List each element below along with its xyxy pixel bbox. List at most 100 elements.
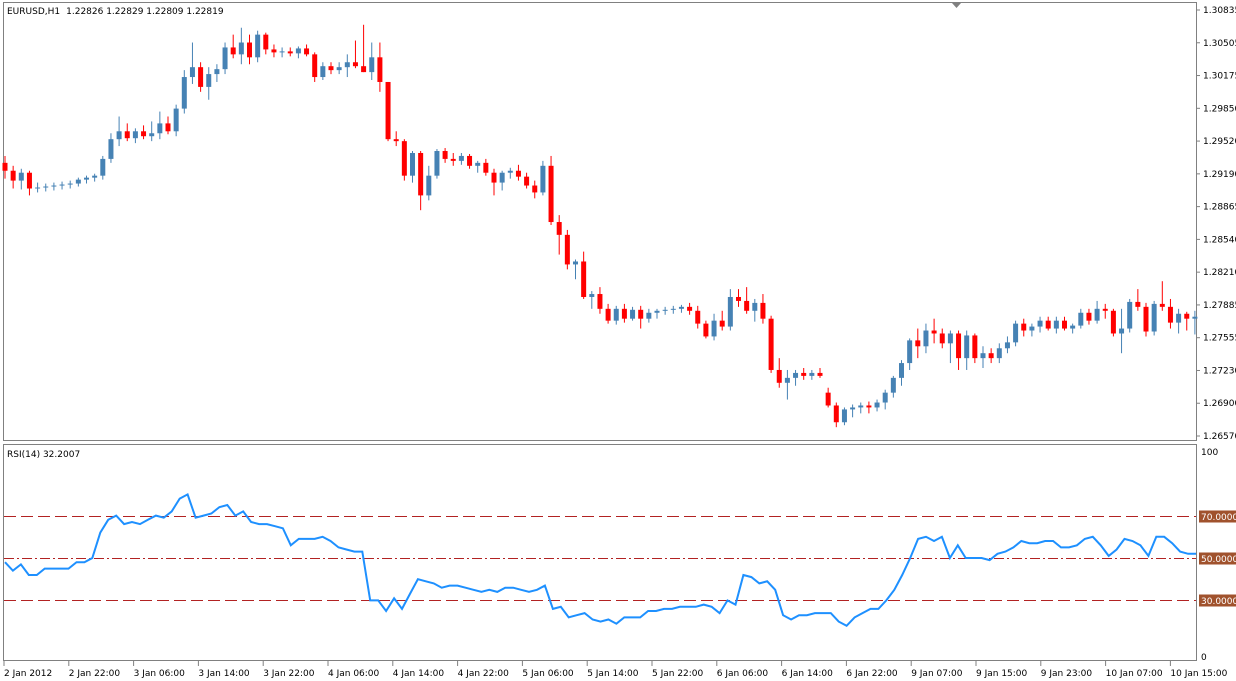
- candle: [2, 155, 8, 179]
- price-axis-label: 1.30505: [1203, 39, 1236, 49]
- candle: [361, 24, 367, 73]
- candle: [654, 308, 660, 319]
- price-axis: 1.30835 1.30505 1.30175 1.29850 1.29520 1.291…: [1196, 6, 1236, 442]
- candle: [1110, 308, 1116, 337]
- candle-body: [499, 172, 505, 183]
- candle: [719, 310, 725, 331]
- candle-body: [75, 179, 81, 184]
- candle-body: [858, 405, 864, 408]
- candle-body: [540, 165, 546, 193]
- candle: [189, 42, 195, 84]
- candle: [1176, 308, 1182, 334]
- candle: [1102, 303, 1108, 319]
- price-pane-header: EURUSD,H1 1.22826 1.22829 1.22809 1.22819: [7, 7, 224, 17]
- candle-body: [621, 308, 627, 319]
- candle: [108, 133, 114, 163]
- candle: [556, 215, 562, 255]
- candle-body: [972, 335, 978, 359]
- candle: [320, 62, 326, 80]
- candle-body: [630, 309, 636, 319]
- candle: [532, 180, 538, 199]
- candle: [621, 303, 627, 323]
- candle: [255, 30, 261, 63]
- candle: [92, 173, 98, 182]
- candle: [35, 182, 41, 193]
- candle-body: [711, 320, 717, 337]
- candle-body: [271, 49, 277, 53]
- time-axis: 2 Jan 2012 2 Jan 22:00 3 Jan 06:00 3 Jan 14…: [3, 661, 1228, 679]
- time-axis-label: 2 Jan 22:00: [69, 669, 121, 679]
- candle-body: [605, 308, 611, 321]
- candle-body: [793, 372, 799, 378]
- candle-body: [548, 165, 554, 223]
- candle-body: [573, 261, 578, 265]
- candle-body: [768, 318, 774, 370]
- candle: [768, 315, 774, 373]
- time-axis-label: 4 Jan 22:00: [458, 669, 510, 679]
- candle: [678, 304, 684, 313]
- candle: [483, 158, 489, 176]
- candle: [67, 180, 73, 189]
- candle-body: [915, 340, 921, 347]
- candle-body: [26, 172, 32, 189]
- candle: [899, 360, 904, 386]
- candle-body: [434, 151, 440, 176]
- price-axis-label: 1.30175: [1203, 72, 1236, 82]
- candle-body: [589, 294, 595, 297]
- candle-body: [92, 175, 98, 178]
- candle: [1062, 316, 1067, 331]
- candle-body: [304, 48, 310, 55]
- candle: [247, 34, 252, 65]
- candle: [1053, 316, 1059, 334]
- candle-body: [287, 51, 293, 54]
- candle: [670, 305, 676, 314]
- rsi-pane[interactable]: RSI(14) 32.2007: [3, 444, 1197, 661]
- candle-body: [10, 170, 16, 181]
- shift-marker-icon[interactable]: [952, 3, 961, 8]
- price-axis-label: 1.29190: [1203, 170, 1236, 180]
- candle: [1151, 300, 1157, 336]
- candle-body: [1070, 325, 1076, 329]
- time-axis-label: 6 Jan 22:00: [846, 669, 898, 679]
- candle: [157, 111, 163, 140]
- candle-body: [703, 323, 709, 337]
- candle-body: [1167, 306, 1173, 323]
- rsi-level-label-bg: [1199, 510, 1236, 523]
- candle: [793, 369, 799, 386]
- candle-body: [426, 175, 432, 196]
- candle-body: [752, 302, 758, 311]
- candle: [475, 160, 481, 173]
- candle-body: [483, 162, 489, 173]
- time-axis-label: 3 Jan 22:00: [263, 669, 315, 679]
- candle: [393, 131, 399, 147]
- rsi-pane-header: RSI(14) 32.2007: [7, 450, 80, 460]
- candle-body: [1094, 308, 1100, 321]
- candle-body: [108, 139, 114, 159]
- candle-body: [899, 363, 904, 378]
- candle-body: [1151, 303, 1157, 332]
- candle-body: [247, 42, 252, 58]
- candle: [858, 402, 864, 414]
- candle-body: [736, 296, 741, 301]
- rsi-series: [4, 492, 1196, 628]
- candle-body: [923, 330, 929, 347]
- candle-body: [727, 296, 733, 327]
- candle: [181, 70, 187, 114]
- candle-body: [165, 123, 171, 132]
- price-axis-label: 1.26900: [1203, 399, 1236, 409]
- candle-body: [181, 77, 187, 109]
- candle-body: [1021, 323, 1027, 331]
- candle: [442, 148, 448, 163]
- price-axis-label: 1.30835: [1203, 6, 1236, 16]
- time-axis-label: 5 Jan 22:00: [652, 669, 704, 679]
- candle-body: [581, 261, 587, 297]
- candle-body: [532, 185, 538, 193]
- candle: [956, 330, 962, 370]
- price-pane[interactable]: EURUSD,H1 1.22826 1.22829 1.22809 1.22819: [2, 2, 1198, 441]
- candle-body: [442, 151, 448, 159]
- candle: [377, 42, 383, 92]
- candle-body: [695, 310, 701, 324]
- rsi-axis-min-label: 0: [1201, 653, 1207, 663]
- candle: [434, 149, 440, 179]
- candle-body: [84, 177, 89, 180]
